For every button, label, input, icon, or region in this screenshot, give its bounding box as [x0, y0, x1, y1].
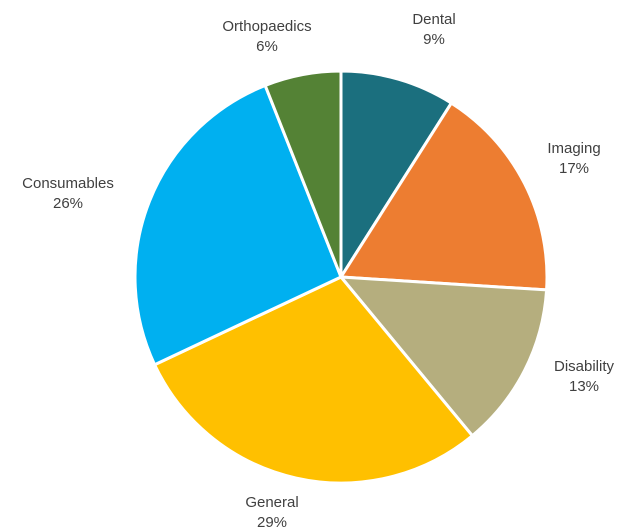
slice-label-consumables: Consumables 26%: [22, 175, 114, 212]
pie-slice-consumables: [133, 83, 343, 367]
slice-percent-label: 6%: [256, 38, 278, 55]
slice-percent-label: 29%: [257, 514, 287, 531]
slice-percent-label: 13%: [569, 378, 599, 395]
pie-slices: [133, 69, 549, 485]
slice-category-label: Orthopaedics: [222, 18, 311, 35]
slice-percent-label: 9%: [423, 31, 445, 48]
pie-slice-disability: [337, 275, 549, 438]
slice-percent-label: 26%: [53, 195, 83, 212]
slice-label-dental: Dental 9%: [412, 11, 455, 48]
slice-label-disability: Disability 13%: [554, 358, 615, 395]
slice-label-imaging: Imaging 17%: [547, 140, 600, 177]
pie-slice-dental: [339, 69, 454, 283]
slice-category-label: General: [245, 494, 298, 511]
pie-labels: Dental 9% Imaging 17% Disability 13% General 29…: [22, 11, 614, 531]
slice-label-general: General 29%: [245, 494, 298, 531]
pie-slice-imaging: [338, 100, 549, 292]
slice-category-label: Imaging: [547, 140, 600, 157]
pie-slice-orthopaedics: [263, 69, 343, 278]
slice-category-label: Dental: [412, 11, 455, 28]
slice-label-orthopaedics: Orthopaedics 6%: [222, 18, 311, 55]
slice-percent-label: 17%: [559, 160, 589, 177]
slice-category-label: Consumables: [22, 175, 114, 192]
slice-category-label: Disability: [554, 358, 615, 375]
